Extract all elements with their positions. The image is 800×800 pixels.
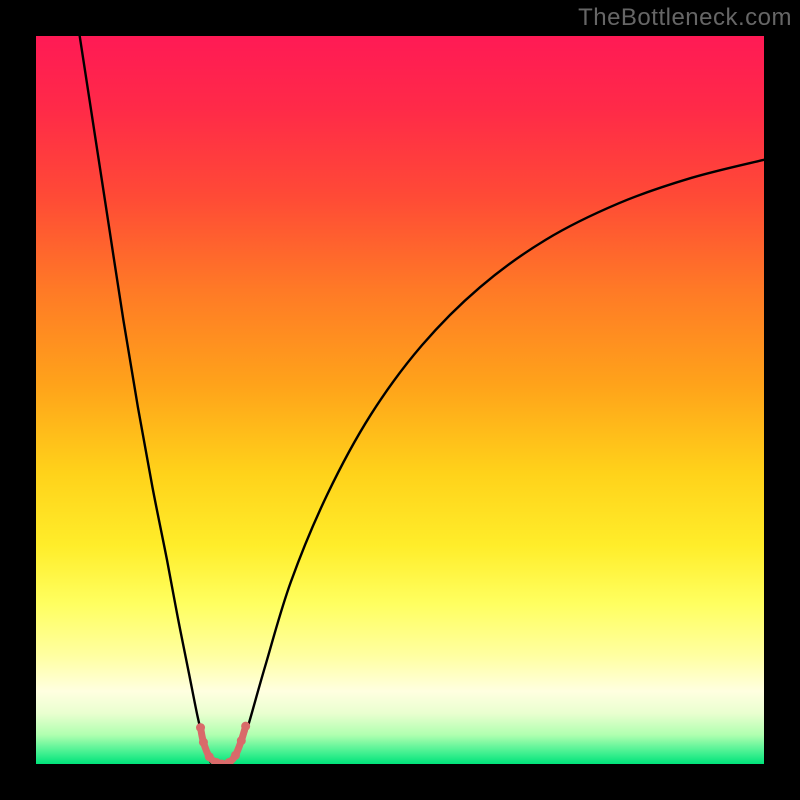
accent-dot — [199, 738, 208, 747]
watermark-text: TheBottleneck.com — [578, 4, 792, 32]
accent-dot — [224, 758, 233, 767]
bottleneck-curve-chart — [0, 0, 800, 800]
accent-dot — [237, 736, 246, 745]
accent-dot — [205, 752, 214, 761]
chart-stage: TheBottleneck.com — [0, 0, 800, 800]
accent-dot — [241, 722, 250, 731]
accent-dot — [231, 751, 240, 760]
accent-dot — [196, 723, 205, 732]
gradient-background — [36, 36, 764, 764]
